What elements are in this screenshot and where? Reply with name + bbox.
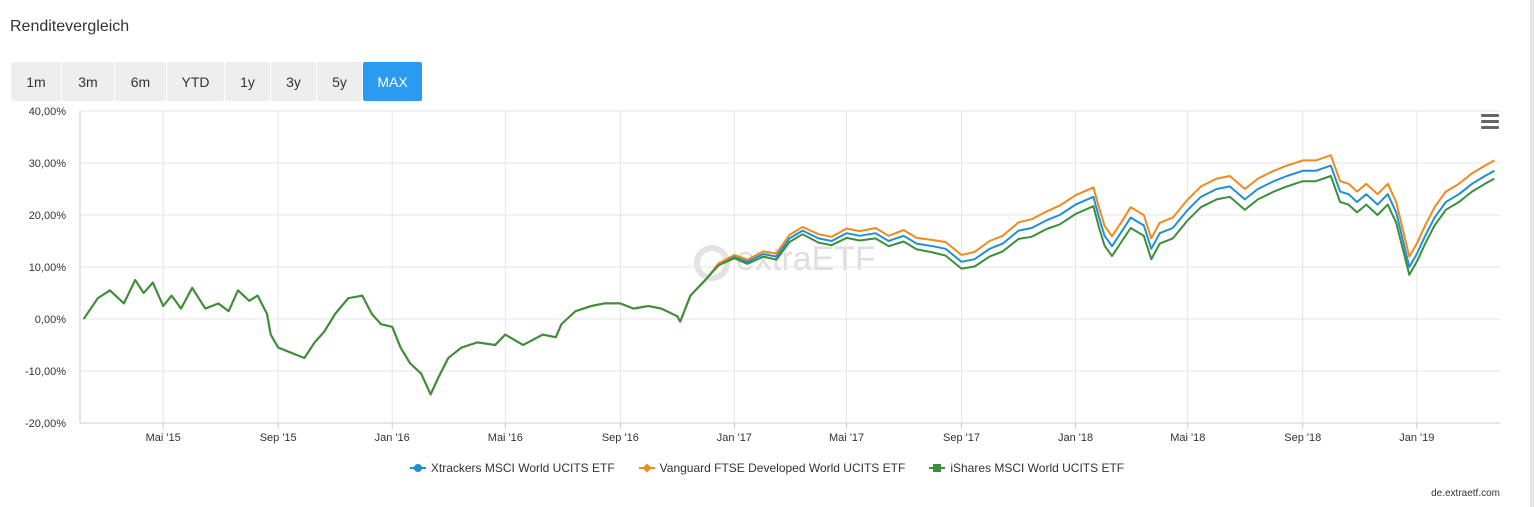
legend-item-ishares[interactable]: iShares MSCI World UCITS ETF bbox=[929, 461, 1124, 475]
legend-item-vanguard[interactable]: Vanguard FTSE Developed World UCITS ETF bbox=[638, 461, 906, 475]
x-axis: Mai '15 Sep '15 Jan '16 Mai '16 Sep '16 Jan '… bbox=[146, 423, 1434, 444]
menu-bar-2 bbox=[1481, 120, 1499, 123]
y-tick-label: 0,00% bbox=[35, 314, 66, 326]
menu-bar-3 bbox=[1481, 126, 1499, 129]
range-button-3m[interactable]: 3m bbox=[62, 62, 114, 101]
x-tick-label: Mai '15 bbox=[146, 432, 181, 444]
x-tick-label: Sep '17 bbox=[943, 432, 980, 444]
line-chart: -20,00% -10,00% 0,00% 10,00% 20,00% 30,00% 40,… bbox=[25, 106, 1500, 444]
x-tick-label: Mai '16 bbox=[488, 432, 523, 444]
x-tick-label: Mai '18 bbox=[1170, 432, 1205, 444]
grid-lines bbox=[79, 110, 1500, 424]
legend-item-xtrackers[interactable]: Xtrackers MSCI World UCITS ETF bbox=[409, 461, 615, 475]
x-tick-label: Jan '16 bbox=[375, 432, 410, 444]
range-selector: 1m 3m 6m YTD 1y 3y 5y MAX bbox=[11, 62, 423, 101]
x-tick-label: Jan '18 bbox=[1058, 432, 1093, 444]
x-tick-label: Sep '16 bbox=[602, 432, 639, 444]
range-button-ytd[interactable]: YTD bbox=[167, 62, 224, 101]
legend: Xtrackers MSCI World UCITS ETF Vanguard … bbox=[0, 461, 1534, 475]
extraetf-logo-icon bbox=[694, 245, 730, 281]
chart-title: Renditevergleich bbox=[10, 18, 130, 35]
range-button-3y[interactable]: 3y bbox=[271, 62, 316, 101]
x-tick-label: Sep '18 bbox=[1284, 432, 1321, 444]
y-axis: -20,00% -10,00% 0,00% 10,00% 20,00% 30,00% 40,… bbox=[25, 106, 66, 430]
credit-text: de.extraetf.com bbox=[1431, 488, 1500, 499]
circle-marker-icon bbox=[409, 463, 426, 473]
y-tick-label: 30,00% bbox=[29, 158, 67, 170]
y-tick-label: -20,00% bbox=[25, 418, 66, 430]
series-line-ishares bbox=[82, 175, 1495, 396]
series-line-xtrackers bbox=[82, 164, 1495, 396]
legend-label: Xtrackers MSCI World UCITS ETF bbox=[430, 461, 615, 475]
range-button-1m[interactable]: 1m bbox=[11, 62, 61, 101]
range-button-5y[interactable]: 5y bbox=[317, 62, 362, 101]
menu-bar-1 bbox=[1481, 114, 1499, 117]
square-marker-icon bbox=[929, 463, 946, 473]
y-tick-label: 20,00% bbox=[29, 210, 67, 222]
hamburger-menu-icon[interactable] bbox=[1478, 111, 1502, 135]
y-tick-label: -10,00% bbox=[25, 366, 66, 378]
x-tick-label: Jan '17 bbox=[717, 432, 752, 444]
range-button-1y[interactable]: 1y bbox=[225, 62, 270, 101]
series-lines bbox=[82, 154, 1495, 396]
x-tick-label: Sep '15 bbox=[260, 432, 297, 444]
y-tick-label: 10,00% bbox=[29, 262, 67, 274]
y-tick-label: 40,00% bbox=[29, 106, 67, 118]
range-button-max[interactable]: MAX bbox=[363, 62, 422, 101]
series-line-vanguard bbox=[82, 154, 1495, 396]
x-tick-label: Mai '17 bbox=[829, 432, 864, 444]
right-border bbox=[1530, 0, 1534, 507]
range-button-6m[interactable]: 6m bbox=[115, 62, 166, 101]
legend-label: iShares MSCI World UCITS ETF bbox=[950, 461, 1125, 475]
legend-label: Vanguard FTSE Developed World UCITS ETF bbox=[659, 461, 906, 475]
diamond-marker-icon bbox=[638, 463, 655, 473]
x-tick-label: Jan '19 bbox=[1399, 432, 1434, 444]
